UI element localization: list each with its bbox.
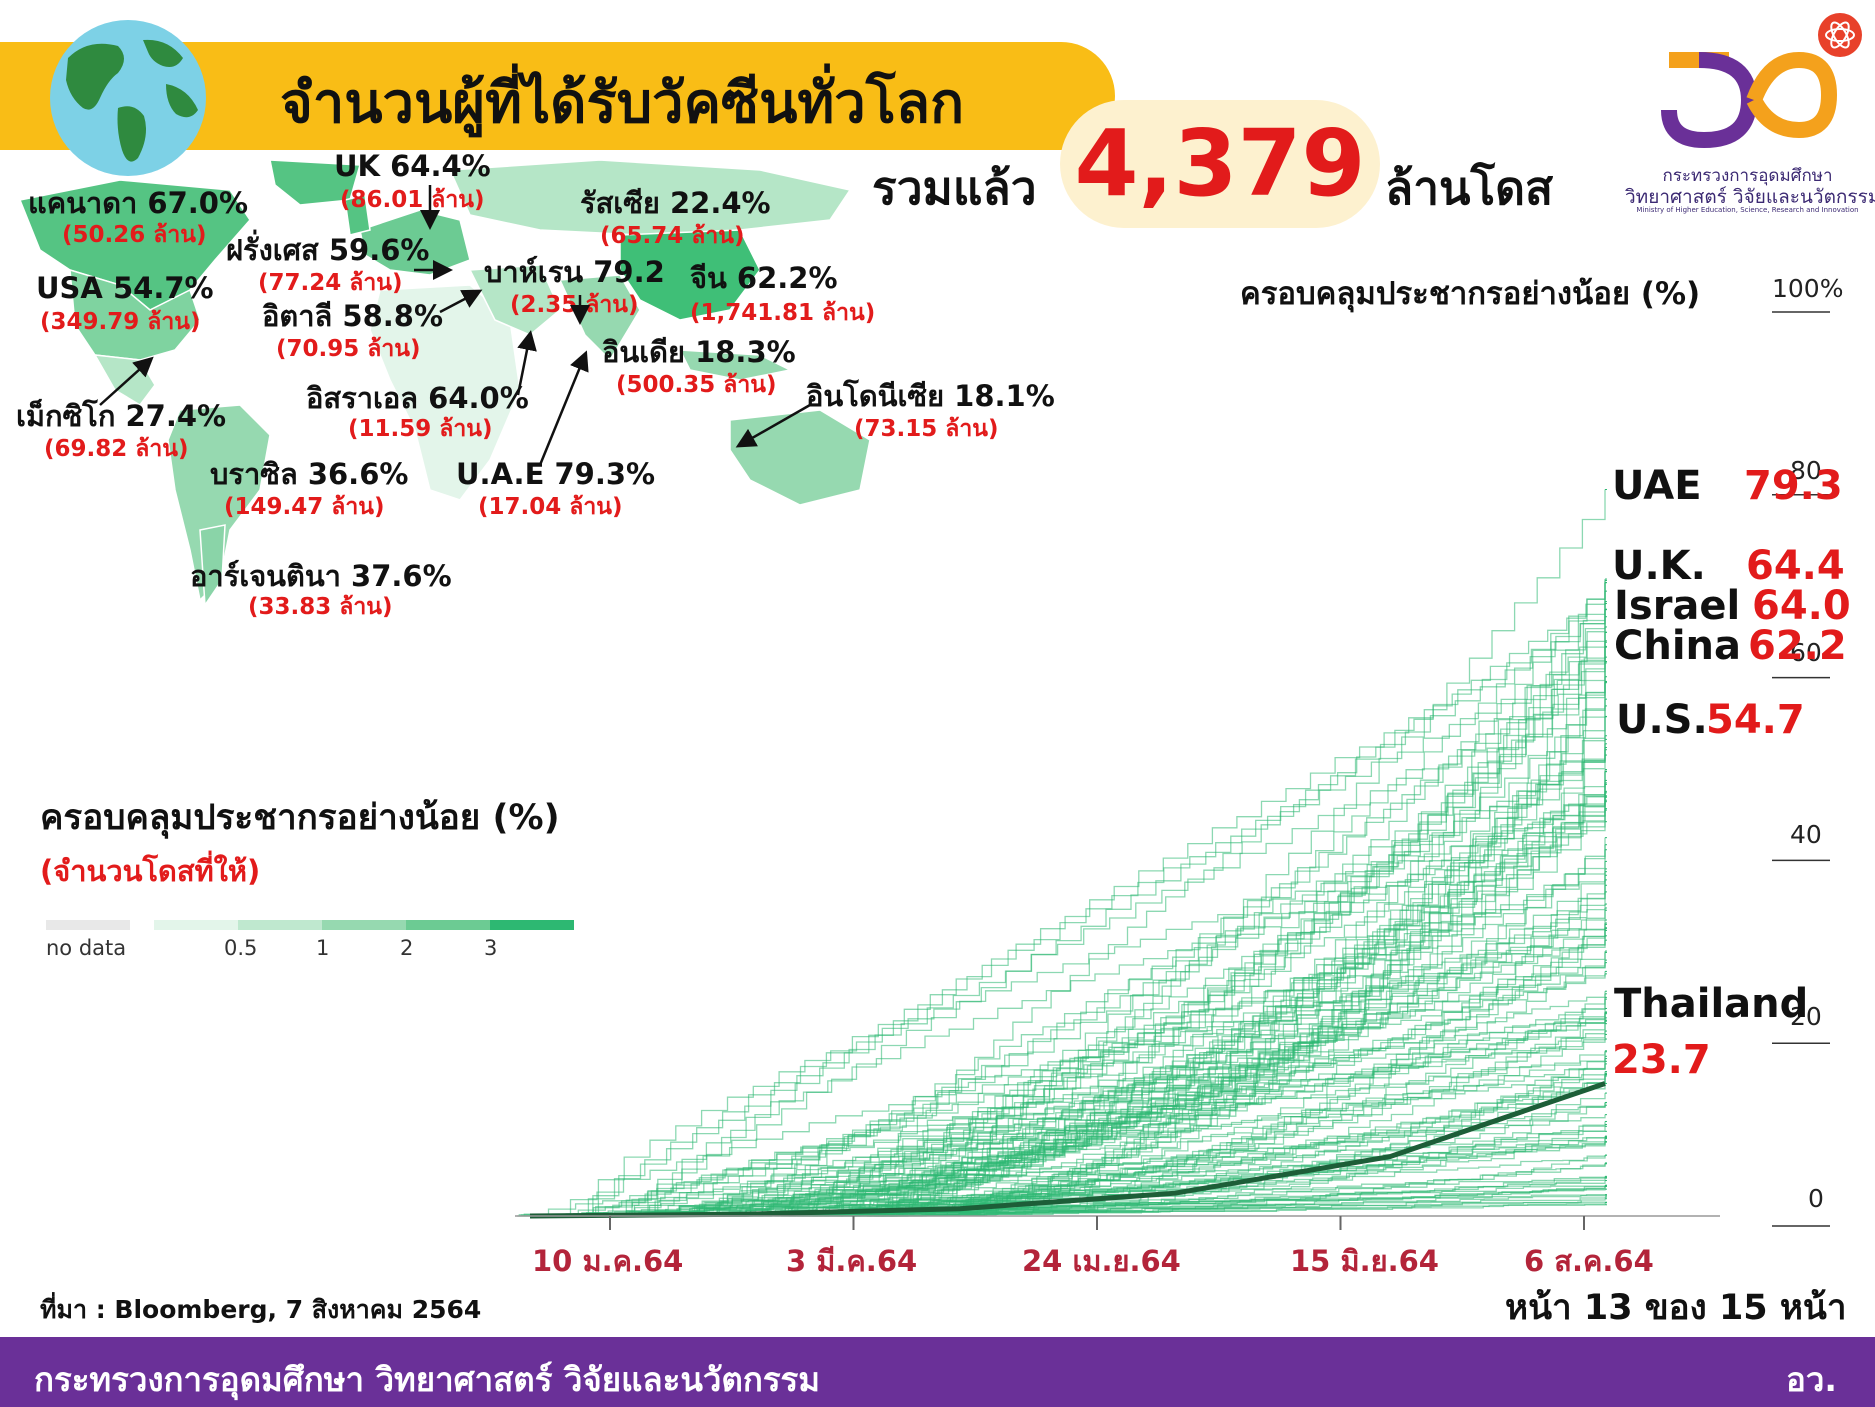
x-tick-label: 3 มี.ค.64 [786, 1238, 917, 1284]
highlight-name-uae: UAE [1612, 466, 1702, 506]
page-number: หน้า 13 ของ 15 หน้า [1505, 1280, 1847, 1335]
highlight-name-uk: U.K. [1612, 546, 1706, 586]
y-tick-label: 40 [1790, 820, 1822, 849]
highlight-value-china: 62.2 [1748, 626, 1847, 666]
x-axis-ticks [610, 1216, 1584, 1230]
highlight-name-china: China [1614, 626, 1741, 666]
x-tick-label: 15 มิ.ย.64 [1290, 1238, 1439, 1284]
highlight-name-thailand: Thailand [1614, 984, 1808, 1024]
x-tick-label: 10 ม.ค.64 [532, 1238, 683, 1284]
highlight-name-us: U.S. [1616, 700, 1708, 740]
highlight-value-us: 54.7 [1706, 700, 1805, 740]
x-tick-label: 24 เม.ย.64 [1022, 1238, 1181, 1284]
highlight-value-uk: 64.4 [1746, 546, 1845, 586]
footer-ministry: กระทรวงการอุดมศึกษา วิทยาศาสตร์ วิจัยและ… [34, 1353, 820, 1406]
footer-abbr: อว. [1786, 1353, 1837, 1406]
y-axis-ticks [1772, 312, 1830, 1226]
highlight-name-israel: Israel [1614, 586, 1740, 626]
country-lines [517, 490, 1607, 1217]
source-note: ที่มา : Bloomberg, 7 สิงหาคม 2564 [40, 1290, 481, 1330]
highlight-value-thailand: 23.7 [1612, 1040, 1711, 1080]
y-tick-label: 100% [1772, 274, 1843, 303]
highlight-value-israel: 64.0 [1752, 586, 1851, 626]
x-tick-label: 6 ส.ค.64 [1524, 1238, 1654, 1284]
y-tick-label: 0 [1808, 1184, 1824, 1213]
highlight-value-uae: 79.3 [1744, 466, 1843, 506]
